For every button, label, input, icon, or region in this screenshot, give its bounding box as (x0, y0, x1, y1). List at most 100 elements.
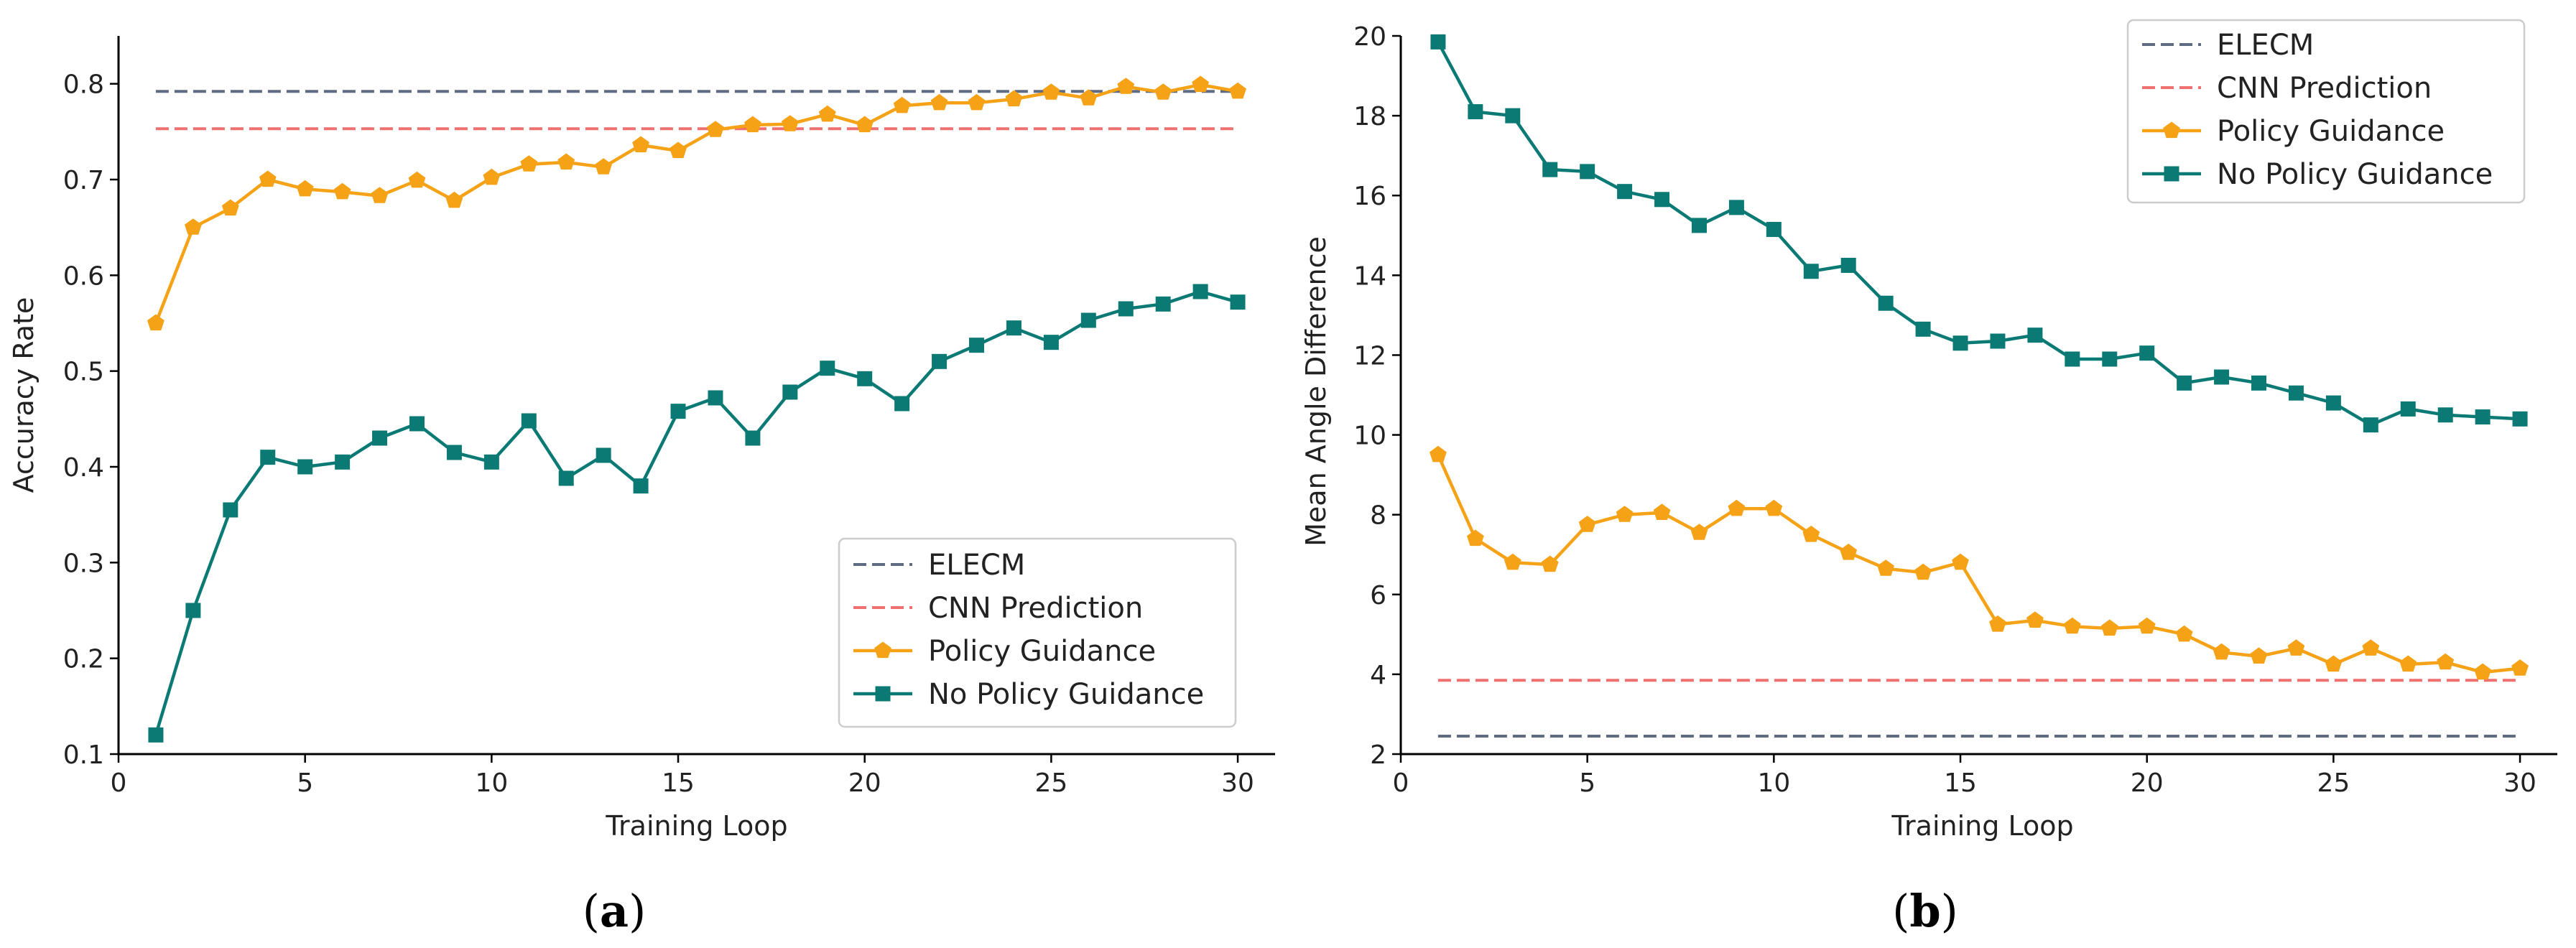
panel-b-series-no-policy-guidance-point (2214, 369, 2230, 385)
panel-a-series-no-policy-guidance-point (483, 454, 499, 470)
panel-b-series-no-policy-guidance-point (1430, 34, 1446, 50)
panel-b-legend-no-policy-guidance-marker (2164, 166, 2179, 182)
panel-a-series-policy-guidance-point (744, 116, 761, 133)
panel-a-series-no-policy-guidance-point (1080, 312, 1096, 328)
panel-b-series-policy-guidance-point (1989, 615, 2006, 632)
panel-a-series-policy-guidance-point (557, 153, 575, 170)
panel-a-series-policy-guidance-point (1192, 75, 1209, 93)
panel-a-series-policy-guidance-point (296, 180, 314, 197)
panel-b-series-no-policy-guidance-point (2139, 345, 2155, 361)
panel-a-y-axis-label: Accuracy Rate (8, 297, 40, 493)
panel-a-series-policy-guidance-point (259, 170, 277, 187)
panel-b-series-policy-guidance-point (1765, 499, 1783, 516)
panel-a-series-policy-guidance-point (1117, 78, 1135, 94)
panel-a-series-policy-guidance-point (1154, 83, 1172, 100)
panel-b-x-tick-label: 25 (2317, 768, 2350, 798)
panel-a-y-tick-label: 0.7 (63, 166, 104, 195)
panel-b-series-policy-guidance-point (1653, 503, 1671, 520)
panel-a-y-tick-label: 0.2 (63, 645, 104, 674)
panel-a-series-no-policy-guidance-point (223, 502, 238, 518)
panel-b-series-policy-guidance-point (1430, 445, 1447, 463)
panel-b-series-no-policy-guidance-point (1542, 162, 1558, 177)
panel-b-y-tick-label: 4 (1370, 661, 1386, 690)
panel-b-y-tick-label: 8 (1370, 501, 1386, 531)
panel-a-series-policy-guidance-point (1005, 90, 1023, 107)
panel-b-series-no-policy-guidance-point (1505, 108, 1521, 124)
panel-a-legend-no-policy-guidance: No Policy Guidance (853, 678, 1204, 711)
panel-a-series-no-policy-guidance-point (670, 404, 686, 419)
panel-a-series-no-policy-guidance-point (148, 727, 164, 743)
panel-b-series-no-policy-guidance-point (1691, 218, 1707, 233)
panel-b-y-tick-label: 10 (1353, 422, 1386, 451)
panel-a-legend-cnn-prediction: CNN Prediction (853, 592, 1143, 625)
panel-b-series-no-policy-guidance-point (2102, 351, 2118, 367)
panel-b-series-no-policy-guidance-point (2325, 395, 2341, 411)
panel-a-y-tick-label: 0.1 (63, 740, 104, 770)
panel-b-series-policy-guidance-point (1840, 543, 1858, 560)
panel-b-series-policy-guidance-point (2287, 639, 2305, 656)
panel-b-series-no-policy-guidance-point (1803, 264, 1819, 279)
panel-a-x-tick-label: 5 (297, 768, 313, 798)
panel-a-series-policy-guidance-point (1042, 83, 1060, 100)
panel-b-series-no-policy-guidance-point (2177, 375, 2192, 391)
panel-a-series-no-policy-guidance-point (1006, 320, 1021, 336)
panel-b-y-tick-label: 16 (1353, 182, 1386, 211)
panel-b-x-tick-label: 10 (1757, 768, 1790, 798)
panel-b-series-policy-guidance-point (2325, 655, 2343, 672)
panel-a-legend-no-policy-guidance-label: No Policy Guidance (928, 678, 1204, 711)
panel-b-x-tick-label: 15 (1944, 768, 1977, 798)
panel-b-series-no-policy-guidance-point (1468, 104, 1483, 120)
panel-b-series-no-policy-guidance-point (1840, 257, 1856, 273)
panel-b-x-tick-label: 20 (2131, 768, 2164, 798)
panel-b-series-no-policy-guidance-point (2288, 385, 2304, 401)
panel-a-series-policy-guidance-point (893, 96, 911, 113)
panel-a-series-policy-guidance-point (221, 199, 239, 216)
panel-b-series-policy-guidance-point (2064, 617, 2081, 634)
panel-b-series-policy-guidance-point (2138, 617, 2156, 634)
panel-a-y-tick-label: 0.8 (63, 70, 104, 100)
panel-b-series-policy-guidance-point (2026, 611, 2044, 628)
panel-b-y-tick-label: 2 (1370, 740, 1386, 770)
panel-a-series-no-policy-guidance-point (297, 459, 313, 475)
panel-a-series-policy-guidance-point (782, 115, 799, 131)
panel-a-series-no-policy-guidance-point (521, 413, 537, 429)
panel-a-series-policy-guidance-point (595, 158, 612, 175)
panel-a: 0 5 10 15 20 25 30 0.1 0.2 0.3 0.4 0.5 0.6 0.7 0.8 Tra… (8, 36, 1275, 937)
panel-a-series-no-policy-guidance-point (894, 396, 910, 412)
panel-b-y-tick-label: 14 (1353, 261, 1386, 291)
panel-a-y-tick-label: 0.4 (63, 453, 104, 483)
panel-a-series-policy-guidance-point (185, 218, 202, 235)
panel-a-series-policy-guidance-point (333, 182, 351, 200)
panel-b-series-no-policy-guidance-point (1952, 335, 1968, 351)
panel-a-series-no-policy-guidance-point (1043, 335, 1059, 350)
panel-b-legend-elecm: ELECM (2142, 29, 2314, 62)
panel-a-series-no-policy-guidance-point (857, 371, 873, 386)
panel-a-series-policy-guidance-point (968, 93, 986, 111)
panel-b-x-tick-label: 30 (2503, 768, 2536, 798)
panel-b-series-no-policy-guidance-point (2065, 351, 2080, 367)
panel-b-series-policy-guidance-point (1504, 553, 1521, 570)
panel-b-series-no-policy-guidance-point (1580, 164, 1595, 180)
panel-b-series-policy-guidance-point (2213, 643, 2230, 660)
panel-a-legend-policy-guidance-label: Policy Guidance (928, 635, 1156, 668)
panel-a-series-policy-guidance-point (445, 191, 463, 208)
panel-b-series-no-policy-guidance-point (2251, 375, 2267, 391)
panel-b-series-no-policy-guidance-point (1878, 295, 1894, 311)
panel-a-series-no-policy-guidance-point (1155, 296, 1171, 312)
panel-a-series-policy-guidance-point (371, 187, 389, 203)
panel-a-series-no-policy-guidance-point (335, 454, 351, 470)
panel-a-x-tick-label: 30 (1221, 768, 1254, 798)
panel-b-y-tick-label: 12 (1353, 341, 1386, 371)
panel-a-series-no-policy-guidance-point (708, 390, 723, 406)
panel-b-series-policy-guidance-point (1541, 555, 1559, 572)
panel-b-series-no-policy-guidance-point (1617, 184, 1633, 200)
panel-b-x-tick-label: 5 (1579, 768, 1595, 798)
panel-b-series-policy-guidance-point (2437, 653, 2455, 670)
panel-b-series-no-policy-guidance (1430, 34, 2528, 433)
panel-b-series-no-policy-guidance-point (2475, 409, 2491, 425)
panel-b-legend: ELECM CNN Prediction Policy Guidance No Pol… (2126, 19, 2526, 204)
panel-a-series-policy-guidance-point (632, 136, 649, 153)
panel-a-legend-policy-guidance-marker (874, 641, 891, 659)
panel-b-series-no-policy-guidance-point (1728, 200, 1744, 215)
panel-a-series-no-policy-guidance-point (596, 447, 611, 463)
